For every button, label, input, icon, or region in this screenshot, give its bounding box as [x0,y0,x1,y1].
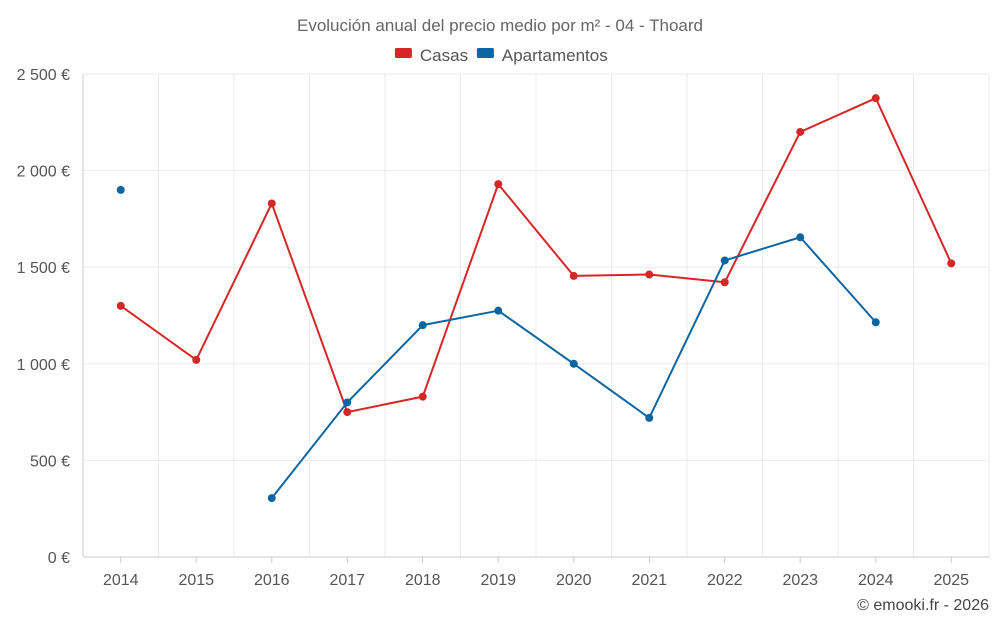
x-tick-label: 2014 [103,572,139,589]
data-point-casas[interactable] [947,259,956,268]
data-point-casas[interactable] [418,392,427,401]
legend-item-casas[interactable]: Casas [394,46,468,65]
data-point-apartamentos[interactable] [267,494,276,503]
series-casas [116,94,956,417]
data-point-apartamentos[interactable] [343,398,352,407]
data-point-apartamentos[interactable] [796,233,805,242]
x-tick-label: 2016 [254,572,290,589]
data-point-casas[interactable] [192,355,201,364]
x-tick-label: 2024 [858,572,894,589]
x-tick-label: 2022 [707,572,743,589]
data-point-casas[interactable] [720,278,729,287]
series-apartamentos [116,185,880,503]
y-tick-label: 0 € [48,550,70,567]
x-tick-label: 2015 [178,572,214,589]
x-tick-label: 2025 [933,572,969,589]
grid [82,73,990,557]
legend-label: Casas [420,46,468,65]
y-tick-label: 500 € [30,453,70,470]
data-point-casas[interactable] [494,180,503,189]
x-tick-label: 2021 [631,572,667,589]
data-point-apartamentos[interactable] [418,321,427,330]
data-point-apartamentos[interactable] [116,185,125,194]
legend-item-apartamentos[interactable]: Apartamentos [476,46,608,65]
x-tick-label: 2023 [782,572,818,589]
legend-swatch [476,48,494,58]
data-point-casas[interactable] [796,127,805,136]
data-point-apartamentos[interactable] [871,318,880,327]
credit-text: © emooki.fr - 2026 [857,597,989,614]
data-point-apartamentos[interactable] [569,359,578,368]
x-tick-label: 2018 [405,572,441,589]
data-point-apartamentos[interactable] [494,306,503,315]
y-tick-label: 2 500 € [17,67,70,84]
legend-label: Apartamentos [502,46,608,65]
data-point-casas[interactable] [569,271,578,280]
data-point-casas[interactable] [645,270,654,279]
data-point-casas[interactable] [343,408,352,417]
y-tick-label: 1 000 € [17,357,70,374]
data-point-casas[interactable] [267,199,276,208]
x-tick-label: 2020 [556,572,592,589]
y-tick-label: 2 000 € [17,164,70,181]
x-tick-label: 2017 [329,572,365,589]
series [116,94,956,503]
data-point-casas[interactable] [116,301,125,310]
data-point-apartamentos[interactable] [720,256,729,265]
series-line-casas [120,97,953,414]
legend: Casas Apartamentos [394,46,608,65]
x-tick-label: 2019 [480,572,516,589]
chart-title: Evolución anual del precio medio por m² … [297,16,703,35]
data-point-apartamentos[interactable] [645,413,654,422]
axes: 0 € 500 € 1 000 € 1 500 € 2 000 € 2 500 € 2014… [17,67,989,589]
y-tick-label: 1 500 € [17,260,70,277]
data-point-casas[interactable] [871,94,880,103]
legend-swatch [394,48,412,58]
